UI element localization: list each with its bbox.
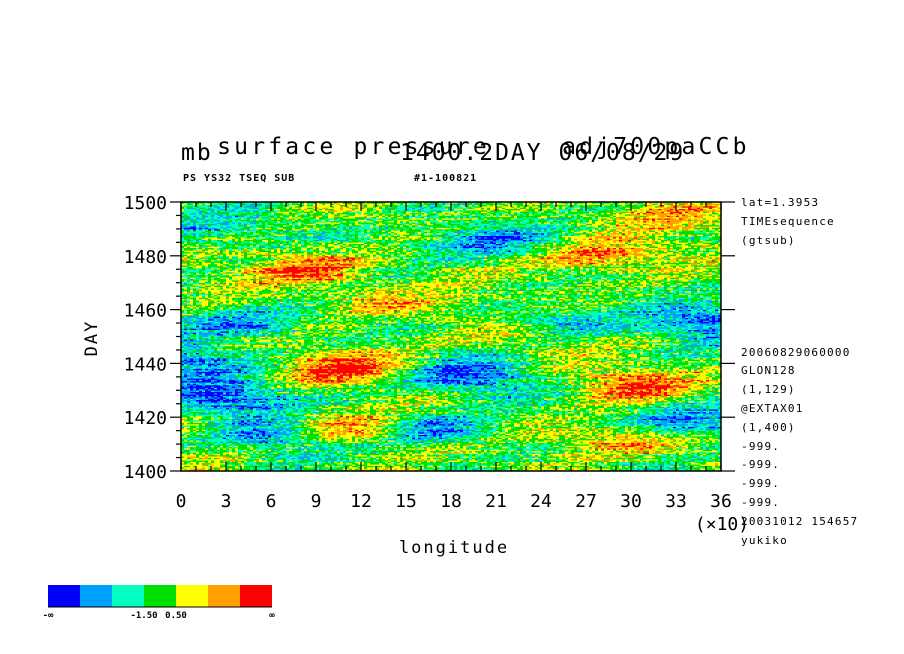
x-tick-label: 6 [266, 491, 277, 512]
y-tick-label: 1500 [124, 193, 167, 214]
x-tick-label: 0 [176, 491, 187, 512]
colorbar-swatch [208, 585, 240, 607]
colorbar-swatch [144, 585, 176, 607]
colorbar-swatch [176, 585, 208, 607]
x-tick-label: 18 [440, 491, 462, 512]
colorbar-swatch [80, 585, 112, 607]
colorbar-swatch [112, 585, 144, 607]
x-tick-label: 24 [530, 491, 552, 512]
y-tick-label: 1400 [124, 462, 167, 483]
y-tick-label: 1440 [124, 354, 167, 375]
y-tick-label: 1420 [124, 408, 167, 429]
colorbar-swatch [48, 585, 80, 607]
y-axis-label: DAY [82, 320, 102, 357]
x-tick-label: 3 [221, 491, 232, 512]
y-tick-label: 1460 [124, 301, 167, 322]
x-tick-label: 21 [485, 491, 507, 512]
colorbar-label: -∞ [43, 611, 54, 621]
x-tick-label: 33 [665, 491, 687, 512]
y-tick-label: 1480 [124, 247, 167, 268]
x-tick-label: 27 [575, 491, 597, 512]
x-tick-label: 12 [350, 491, 372, 512]
colorbar-swatch [240, 585, 272, 607]
colorbar-label: ∞ [269, 611, 275, 621]
x-tick-label: 36 [710, 491, 732, 512]
colorbar-label: 0.50 [165, 611, 187, 621]
x-tick-label: 15 [395, 491, 417, 512]
x-axis-label: longitude [399, 538, 509, 558]
colorbar-label: -1.50 [130, 611, 157, 621]
x-tick-label: 9 [311, 491, 322, 512]
x-tick-label: 30 [620, 491, 642, 512]
heatmap-field [181, 202, 721, 471]
x-scale-label: (×10) [695, 514, 749, 535]
